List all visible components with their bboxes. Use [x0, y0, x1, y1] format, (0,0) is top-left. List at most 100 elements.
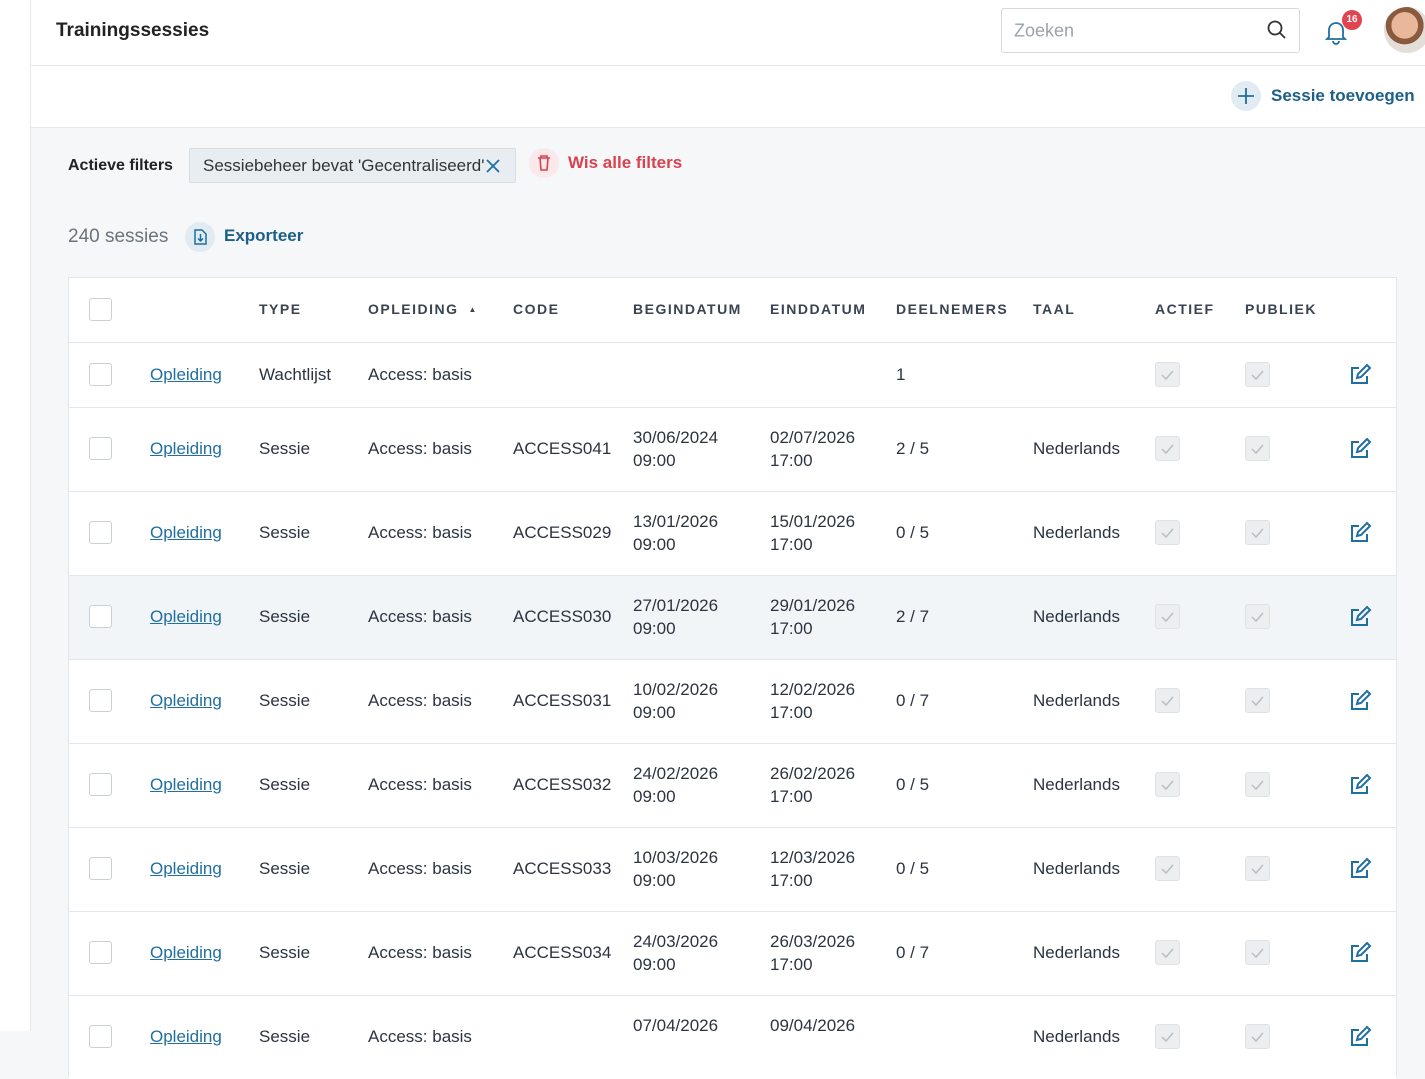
row-link[interactable]: Opleiding — [150, 943, 222, 962]
cell-opleiding: Access: basis — [368, 364, 472, 384]
end-time: 17:00 — [770, 955, 813, 974]
row-checkbox[interactable] — [89, 689, 112, 712]
cell-language: Nederlands — [1033, 691, 1120, 710]
row-checkbox[interactable] — [89, 773, 112, 796]
active-check — [1155, 1024, 1180, 1049]
end-date: 12/02/2026 — [770, 680, 856, 699]
cell-opleiding: Access: basis — [368, 859, 472, 878]
column-header: TYPE — [259, 301, 302, 317]
row-link[interactable]: Opleiding — [150, 859, 222, 878]
public-check — [1245, 856, 1270, 881]
sidebar — [0, 0, 31, 1031]
active-check — [1155, 520, 1180, 545]
end-date: 29/01/2026 — [770, 596, 856, 615]
edit-button[interactable] — [1348, 941, 1372, 970]
cell-type: Sessie — [259, 439, 311, 458]
end-date: 15/01/2026 — [770, 512, 856, 531]
end-time: 17:00 — [770, 451, 813, 470]
active-check — [1155, 361, 1180, 387]
search-box[interactable]: Zoeken — [1001, 8, 1300, 53]
begin-time: 09:00 — [633, 955, 676, 974]
edit-button[interactable] — [1348, 521, 1372, 550]
edit-button[interactable] — [1348, 857, 1372, 886]
avatar[interactable] — [1384, 7, 1425, 53]
row-link[interactable]: Opleiding — [150, 775, 222, 794]
export-icon[interactable] — [185, 222, 215, 252]
action-bar — [31, 66, 1425, 128]
clear-icon[interactable] — [529, 148, 559, 178]
public-check — [1245, 940, 1270, 965]
active-check — [1155, 436, 1180, 461]
notifications[interactable] — [1324, 19, 1348, 45]
row-checkbox[interactable] — [89, 605, 112, 628]
end-time: 17:00 — [770, 535, 813, 554]
cell-type: Wachtlijst — [259, 364, 332, 384]
public-check — [1245, 1024, 1270, 1049]
clear-filters[interactable]: Wis alle filters — [568, 153, 683, 172]
public-check — [1245, 436, 1270, 461]
cell-code: ACCESS034 — [513, 943, 612, 962]
page-title: Trainingssessies — [56, 20, 210, 41]
cell-type: Sessie — [259, 943, 311, 962]
cell-language: Nederlands — [1033, 523, 1120, 542]
public-check — [1245, 688, 1270, 713]
row-link[interactable]: Opleiding — [150, 439, 222, 458]
edit-button[interactable] — [1348, 1025, 1372, 1054]
export-button[interactable]: Exporteer — [224, 226, 304, 245]
cell-opleiding: Access: basis — [368, 1027, 472, 1046]
cell-language: Nederlands — [1033, 775, 1120, 794]
row-checkbox[interactable] — [89, 437, 112, 460]
cell-language: Nederlands — [1033, 439, 1120, 458]
row-checkbox[interactable] — [89, 941, 112, 964]
cell-opleiding: Access: basis — [368, 607, 472, 626]
end-time: 17:00 — [770, 787, 813, 806]
cell-code: ACCESS032 — [513, 775, 612, 794]
row-link[interactable]: Opleiding — [150, 691, 222, 710]
column-header: EINDDATUM — [770, 301, 867, 317]
remove-filter[interactable] — [485, 158, 501, 174]
cell-type: Sessie — [259, 607, 311, 626]
row-checkbox[interactable] — [89, 1025, 112, 1048]
edit-button[interactable] — [1348, 363, 1372, 392]
sessions-table: TYPE OPLEIDING ▲ CODE BEGINDATUM EINDDATUM DEE… — [68, 277, 1397, 1079]
edit-button[interactable] — [1348, 689, 1372, 718]
add-icon[interactable] — [1231, 81, 1261, 111]
row-link[interactable]: Opleiding — [150, 364, 222, 384]
begin-date: 24/03/2026 — [633, 932, 719, 951]
cell-type: Sessie — [259, 1027, 311, 1046]
cell-participants: 2 / 7 — [896, 607, 930, 626]
column-header: DEELNEMERS — [896, 301, 1009, 317]
cell-participants: 2 / 5 — [896, 439, 930, 458]
edit-button[interactable] — [1348, 773, 1372, 802]
row-link[interactable]: Opleiding — [150, 607, 222, 626]
select-all[interactable] — [89, 298, 112, 321]
cell-code: ACCESS030 — [513, 607, 612, 626]
row-checkbox[interactable] — [89, 521, 112, 544]
filters-label: Actieve filters — [68, 157, 173, 174]
active-check — [1155, 604, 1180, 629]
filter-chip: Sessiebeheer bevat 'Gecentraliseerd' — [189, 148, 516, 183]
add-session-button[interactable]: Sessie toevoegen — [1271, 86, 1415, 105]
row-link[interactable]: Opleiding — [150, 1027, 222, 1046]
cell-participants: 0 / 7 — [896, 691, 930, 710]
begin-time: 09:00 — [633, 619, 676, 638]
begin-date: 30/06/2024 — [633, 428, 719, 447]
column-header[interactable]: OPLEIDING ▲ — [368, 301, 478, 317]
cell-participants: 0 / 5 — [896, 859, 930, 878]
cell-participants: 0 / 5 — [896, 523, 930, 542]
row-checkbox[interactable] — [89, 362, 112, 386]
search-placeholder: Zoeken — [1014, 20, 1075, 41]
cell-opleiding: Access: basis — [368, 691, 472, 710]
edit-button[interactable] — [1348, 437, 1372, 466]
column-header: CODE — [513, 301, 560, 317]
cell-opleiding: Access: basis — [368, 775, 472, 794]
end-time: 17:00 — [770, 871, 813, 890]
edit-button[interactable] — [1348, 605, 1372, 634]
column-header: TAAL — [1033, 301, 1076, 317]
row-link[interactable]: Opleiding — [150, 523, 222, 542]
column-header: ACTIEF — [1155, 301, 1215, 317]
row-checkbox[interactable] — [89, 857, 112, 880]
cell-type: Sessie — [259, 859, 311, 878]
active-check — [1155, 856, 1180, 881]
sort-indicator: ▲ — [468, 305, 478, 314]
